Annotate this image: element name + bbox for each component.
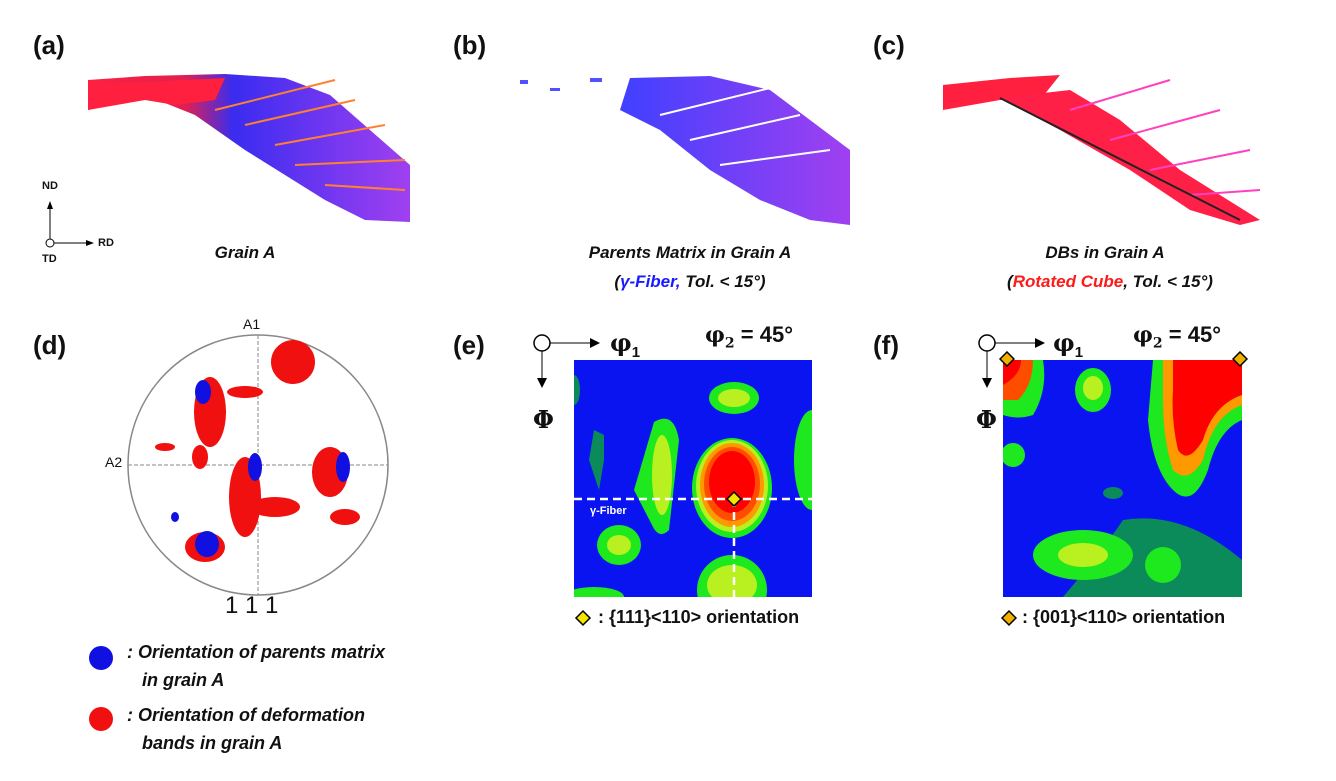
panel-b-ebsd-map [520,76,850,225]
contour-peak-111-110 [692,438,772,538]
legend-parents-line2: in grain A [142,670,225,690]
Phi-label-f: Φ [976,405,997,434]
nd-label: ND [42,180,58,192]
panel-e-label: (e) [453,330,485,360]
rd-label: RD [98,237,114,249]
euler-axes-icon [533,334,578,388]
phi1-label: φ1 [610,328,641,361]
panel-b-caption: Parents Matrix in Grain A [588,243,792,262]
phi2-value: φ2 = 45° [705,322,793,352]
diamond-marker-icon-f [1000,609,1018,627]
orientation-marker-111-110 [725,490,743,508]
rotated-cube-text: Rotated Cube [1012,272,1124,291]
panel-c-caption: DBs in Grain A [1045,243,1165,262]
a1-label: A1 [243,316,261,332]
euler-axes-icon-f [978,334,1023,388]
arrow-right-icon [578,338,600,348]
tolerance-text: Tol. < 15°) [680,272,766,291]
phi1-label-f: φ1 [1053,328,1084,361]
panel-c-caption-tolerance: (Rotated Cube, Tol. < 15°) [945,272,1275,292]
pole-index-label: 1 1 1 [225,592,279,619]
diamond-marker-corner-left [999,351,1015,367]
panel-b-label: (b) [453,30,487,60]
panel-c-label: (c) [873,30,905,60]
odf-section-f [1003,360,1242,597]
panel-f-legend: : {001}<110> orientation [1022,607,1226,627]
panel-a-ebsd-map [88,74,410,222]
Phi-label: Φ [533,405,554,434]
paren: ( [1007,272,1013,291]
blue-legend-dot [89,646,113,670]
panel-b-caption-tolerance: (γ-Fiber, Tol. < 15°) [530,272,850,292]
phi2-value-f: φ2 = 45° [1133,322,1221,352]
legend-bands-line1: : Orientation of deformation [127,705,365,725]
diamond-marker-corner-right [1232,351,1248,367]
legend-bands-line2: bands in grain A [142,733,283,753]
panel-c-ebsd-map [943,75,1261,225]
tolerance-text: , Tol. < 15°) [1123,272,1213,291]
panel-a-label: (a) [33,30,65,60]
gamma-fiber-label: γ-Fiber [590,505,627,517]
gamma-fiber-text: γ-Fiber, [620,272,681,291]
a2-label: A2 [105,454,123,470]
td-label: TD [42,253,57,265]
panel-e-legend: : {111}<110> orientation [598,607,800,627]
odf-section-e [574,360,812,597]
pole-figure [127,334,389,596]
panel-d-label: (d) [33,330,67,360]
arrow-right-icon [1023,338,1045,348]
sample-axes-icon [45,201,94,248]
diamond-marker-icon [574,609,592,627]
paren: ( [614,272,621,291]
panel-a-caption: Grain A [214,243,276,262]
red-legend-dot [89,707,113,731]
panel-f-label: (f) [873,330,899,360]
legend-parents-line1: : Orientation of parents matrix [127,642,386,662]
